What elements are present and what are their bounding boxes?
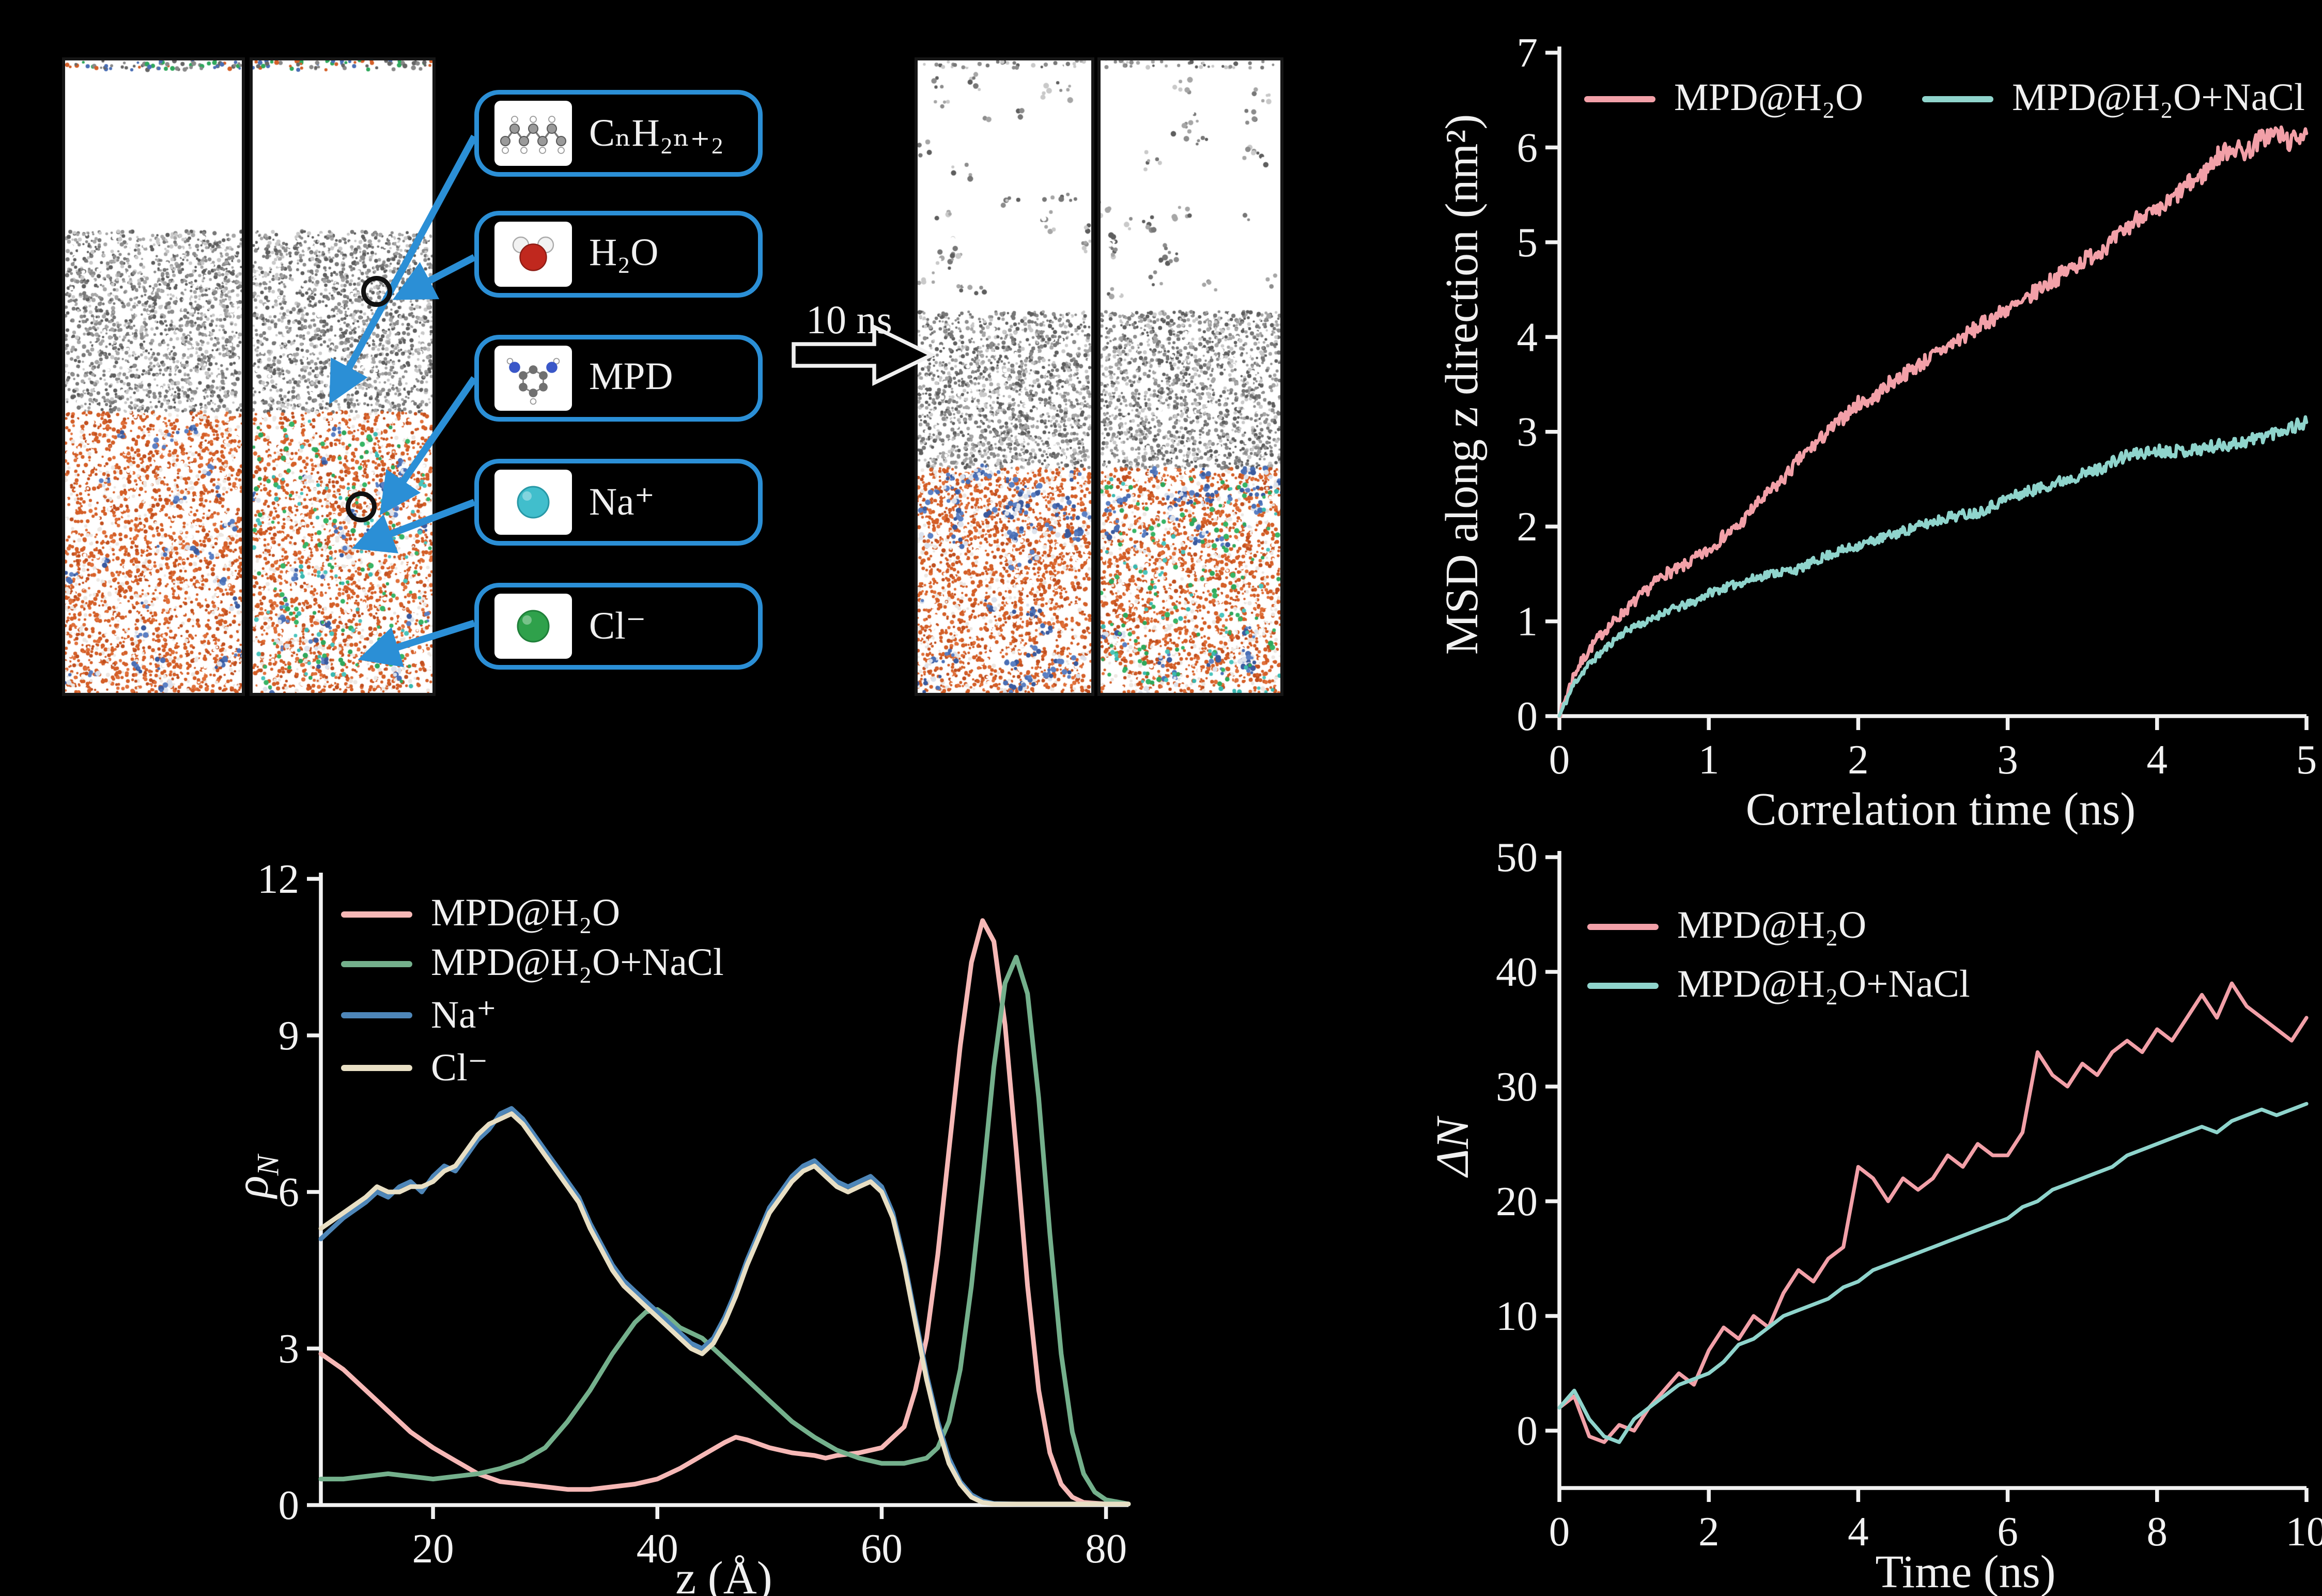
density-chart: 20 40 60 80 0 3 6 9 12 ρN z (Å) MPD@H₂O MPD@H₂O+… bbox=[202, 828, 1163, 1596]
legend-entry-mpd-h2o: MPD@H₂O bbox=[1584, 78, 1863, 121]
legend-label-water: H₂O bbox=[589, 233, 659, 274]
svg-text:3: 3 bbox=[1997, 736, 2018, 783]
svg-text:10: 10 bbox=[1496, 1293, 1538, 1339]
legend-label-sodium: Na⁺ bbox=[589, 482, 655, 524]
svg-text:3: 3 bbox=[278, 1325, 300, 1372]
water-marker-circle bbox=[361, 276, 392, 307]
svg-text:5: 5 bbox=[2296, 736, 2317, 783]
density-legend: MPD@H₂O MPD@H₂O+NaCl Na⁺ Cl⁻ bbox=[341, 893, 724, 1091]
svg-text:0: 0 bbox=[1517, 693, 1538, 739]
svg-text:30: 30 bbox=[1496, 1063, 1538, 1110]
delta-n-legend: MPD@H₂O MPD@H₂O+NaCl bbox=[1587, 905, 1970, 1008]
legend-line-swatch bbox=[1922, 96, 1994, 102]
svg-text:40: 40 bbox=[637, 1525, 678, 1572]
svg-text:8: 8 bbox=[2147, 1508, 2168, 1555]
svg-text:0: 0 bbox=[1517, 1407, 1538, 1454]
svg-text:2: 2 bbox=[1517, 503, 1538, 550]
svg-text:50: 50 bbox=[1496, 837, 1538, 880]
arrow-water bbox=[392, 254, 476, 300]
svg-text:1: 1 bbox=[1698, 736, 1720, 783]
svg-text:0: 0 bbox=[1549, 736, 1570, 783]
legend-label-chloride: Cl⁻ bbox=[589, 606, 646, 648]
msd-plot-area: 0 1 2 3 4 5 0 1 2 3 4 5 6 7 bbox=[1517, 29, 2317, 783]
mpd-molecule-icon bbox=[494, 346, 572, 411]
legend-item-sodium: Na⁺ bbox=[474, 459, 763, 546]
svg-text:5: 5 bbox=[1517, 219, 1538, 266]
arrow-chloride bbox=[358, 619, 476, 668]
chloride-ion-icon bbox=[494, 594, 572, 659]
msd-x-axis-label: Correlation time (ns) bbox=[1745, 784, 2136, 835]
msd-legend: MPD@H₂O MPD@H₂O+NaCl bbox=[1584, 78, 2305, 121]
legend-line-swatch bbox=[1584, 96, 1655, 102]
svg-text:80: 80 bbox=[1085, 1525, 1127, 1572]
water-molecule-icon bbox=[494, 222, 572, 287]
density-y-axis-label: ρN bbox=[227, 1155, 288, 1198]
svg-text:0: 0 bbox=[278, 1482, 300, 1528]
sim-box-final-pure-water bbox=[915, 57, 1094, 696]
alkane-molecule-icon bbox=[494, 101, 572, 166]
legend-label-alkane: CₙH₂ₙ₊₂ bbox=[589, 113, 724, 155]
legend-item-alkane: CₙH₂ₙ₊₂ bbox=[474, 90, 763, 177]
legend-entry-mpd-h2o-nacl: MPD@H₂O+NaCl bbox=[341, 942, 724, 986]
svg-text:6: 6 bbox=[1997, 1508, 2018, 1555]
sodium-ion-icon bbox=[494, 470, 572, 535]
legend-entry-mpd-h2o-nacl: MPD@H₂O+NaCl bbox=[1922, 78, 2305, 121]
svg-text:2: 2 bbox=[1848, 736, 1869, 783]
svg-text:40: 40 bbox=[1496, 949, 1538, 995]
msd-chart: 0 1 2 3 4 5 0 1 2 3 4 5 6 7 MSD along z direction (nm… bbox=[1426, 6, 2322, 843]
legend-entry-mpd-h2o: MPD@H₂O bbox=[341, 893, 724, 936]
legend-line-swatch bbox=[341, 911, 412, 918]
svg-text:4: 4 bbox=[1517, 314, 1538, 360]
delta-n-plot-area: 0 2 4 6 8 10 0 10 20 30 40 50 bbox=[1496, 837, 2322, 1555]
time-arrow bbox=[792, 324, 936, 386]
time-arrow-label: 10 ns bbox=[806, 298, 892, 343]
msd-y-axis-label: MSD along z direction (nm²) bbox=[1437, 114, 1488, 655]
svg-text:6: 6 bbox=[1517, 124, 1538, 171]
svg-text:3: 3 bbox=[1517, 409, 1538, 455]
legend-line-swatch bbox=[341, 1012, 412, 1018]
mpd-marker-circle bbox=[346, 491, 377, 522]
delta-n-chart: 0 2 4 6 8 10 0 10 20 30 40 50 ΔN Time (ns) MPD@H₂O … bbox=[1426, 837, 2322, 1596]
legend-label-mpd: MPD bbox=[589, 357, 673, 398]
legend-entry-mpd-h2o-nacl: MPD@H₂O+NaCl bbox=[1587, 964, 1970, 1008]
svg-text:4: 4 bbox=[1848, 1508, 1869, 1555]
svg-text:0: 0 bbox=[1549, 1508, 1570, 1555]
legend-line-swatch bbox=[341, 1065, 412, 1071]
svg-text:1: 1 bbox=[1517, 598, 1538, 645]
legend-item-mpd: MPD bbox=[474, 335, 763, 422]
sim-box-final-salt-water bbox=[1097, 57, 1283, 696]
arrow-mpd bbox=[379, 376, 477, 516]
svg-text:9: 9 bbox=[278, 1012, 300, 1059]
delta-n-y-axis-label: ΔN bbox=[1428, 1118, 1479, 1176]
ylabel-symbol: ρ bbox=[227, 1175, 278, 1198]
density-plot-area: 20 40 60 80 0 3 6 9 12 bbox=[257, 856, 1131, 1572]
legend-line-swatch bbox=[341, 961, 412, 967]
legend-entry-chloride: Cl⁻ bbox=[341, 1045, 724, 1091]
svg-text:7: 7 bbox=[1517, 29, 1538, 76]
legend-line-swatch bbox=[1587, 924, 1659, 930]
sim-box-initial-pure-water bbox=[62, 57, 245, 696]
legend-item-chloride: Cl⁻ bbox=[474, 583, 763, 670]
ylabel-subscript: N bbox=[252, 1155, 286, 1176]
svg-text:12: 12 bbox=[257, 856, 299, 902]
arrow-sodium bbox=[351, 499, 476, 553]
svg-text:6: 6 bbox=[278, 1169, 300, 1215]
legend-line-swatch bbox=[1587, 983, 1659, 989]
legend-item-water: H₂O bbox=[474, 211, 763, 298]
svg-text:60: 60 bbox=[861, 1525, 903, 1572]
delta-n-x-axis-label: Time (ns) bbox=[1875, 1547, 2056, 1596]
svg-text:20: 20 bbox=[412, 1525, 454, 1572]
svg-text:2: 2 bbox=[1698, 1508, 1720, 1555]
density-x-axis-label: z (Å) bbox=[675, 1553, 772, 1596]
svg-text:10: 10 bbox=[2286, 1508, 2322, 1555]
sim-annotations bbox=[329, 134, 936, 668]
svg-text:4: 4 bbox=[2147, 736, 2168, 783]
svg-text:20: 20 bbox=[1496, 1178, 1538, 1225]
legend-entry-mpd-h2o: MPD@H₂O bbox=[1587, 905, 1970, 949]
legend-entry-sodium: Na⁺ bbox=[341, 992, 724, 1039]
